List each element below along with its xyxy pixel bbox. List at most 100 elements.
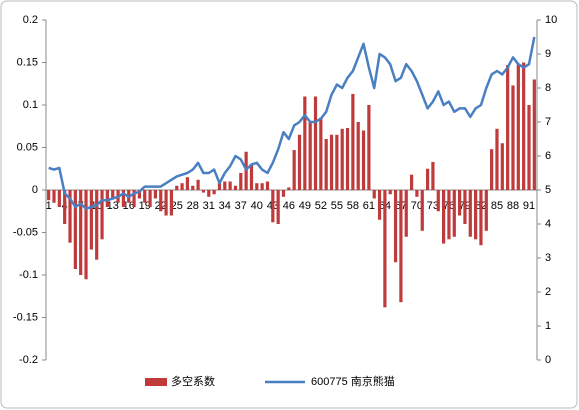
bar [474, 190, 478, 240]
bar [420, 190, 424, 231]
bar [233, 185, 238, 190]
bar [292, 150, 296, 190]
bar [57, 190, 61, 207]
bar [185, 177, 190, 190]
bar [137, 190, 141, 199]
x-tick-label: 88 [507, 200, 519, 212]
bar [516, 64, 520, 190]
x-tick-label: 40 [251, 200, 263, 212]
x-tick-label: 16 [123, 200, 135, 212]
x-tick-label: 58 [347, 200, 359, 212]
bar [148, 190, 152, 207]
y-tick-label: -0.2 [19, 354, 38, 366]
y2-tick-label: 10 [545, 14, 557, 26]
bar [228, 181, 232, 190]
bar [506, 65, 510, 190]
bar [532, 79, 536, 190]
bar [255, 183, 259, 190]
bar [223, 181, 227, 190]
x-tick-label: 28 [187, 200, 199, 212]
bar [47, 190, 51, 201]
bar [180, 183, 184, 190]
bar [367, 105, 371, 190]
bar [436, 190, 440, 212]
bar [356, 122, 360, 190]
bar [447, 190, 451, 240]
bar [458, 190, 462, 216]
y-tick-label: 0.2 [23, 14, 38, 26]
y2-tick-label: 6 [545, 150, 551, 162]
bar [297, 134, 302, 190]
bar [159, 190, 163, 212]
bar [425, 168, 430, 190]
bar [73, 190, 77, 270]
bar [388, 190, 392, 195]
y-tick-label: 0.1 [23, 99, 38, 111]
bar [527, 105, 531, 190]
bar [431, 161, 435, 190]
bar [361, 130, 366, 190]
bar [207, 190, 211, 197]
bar [68, 190, 72, 243]
bar [308, 122, 312, 190]
x-tick-label: 46 [283, 200, 295, 212]
bar [281, 190, 286, 197]
bar [175, 185, 179, 190]
y2-tick-label: 5 [545, 184, 551, 196]
bar [383, 190, 387, 308]
bar [377, 190, 382, 220]
x-tick-label: 55 [331, 200, 343, 212]
bar [340, 128, 344, 190]
bar [239, 173, 243, 190]
bar [276, 190, 280, 224]
bar [95, 190, 99, 260]
x-tick-label: 31 [203, 200, 215, 212]
y2-tick-label: 8 [545, 82, 551, 94]
bar [351, 93, 355, 190]
y-tick-label: 0.15 [17, 56, 38, 68]
x-tick-label: 70 [411, 200, 423, 212]
bar [196, 179, 200, 190]
bar [442, 190, 446, 244]
bar [313, 96, 318, 190]
x-tick-label: 1 [46, 200, 52, 212]
bar [100, 190, 104, 240]
y-tick-label: -0.05 [13, 226, 38, 238]
bar [303, 96, 307, 190]
y2-tick-label: 9 [545, 48, 551, 60]
x-tick-label: 49 [299, 200, 311, 212]
y2-tick-label: 0 [545, 354, 551, 366]
bar [217, 183, 222, 190]
bar [393, 190, 398, 263]
bar [490, 149, 494, 190]
x-tick-label: 37 [235, 200, 247, 212]
bar [468, 190, 472, 237]
bar [287, 187, 291, 190]
bar [201, 190, 206, 193]
bar [191, 185, 195, 190]
bar [244, 151, 248, 190]
x-tick-label: 52 [315, 200, 327, 212]
bar [121, 190, 125, 207]
bar [111, 190, 115, 199]
bar [452, 190, 456, 237]
x-tick-label: 61 [363, 200, 375, 212]
bar [409, 174, 414, 190]
bar [84, 190, 88, 280]
bar [260, 183, 264, 190]
y2-tick-label: 7 [545, 116, 551, 128]
y2-tick-label: 4 [545, 218, 551, 230]
bar [372, 190, 376, 199]
x-tick-label: 13 [107, 200, 119, 212]
bar [335, 134, 339, 190]
bar [345, 127, 350, 190]
bar [484, 190, 488, 231]
bar [132, 190, 136, 207]
bar [500, 143, 504, 190]
bar [495, 128, 499, 190]
bar [164, 190, 168, 216]
legend-swatch [145, 378, 167, 386]
bar [522, 62, 526, 190]
y-tick-label: -0.1 [19, 269, 38, 281]
